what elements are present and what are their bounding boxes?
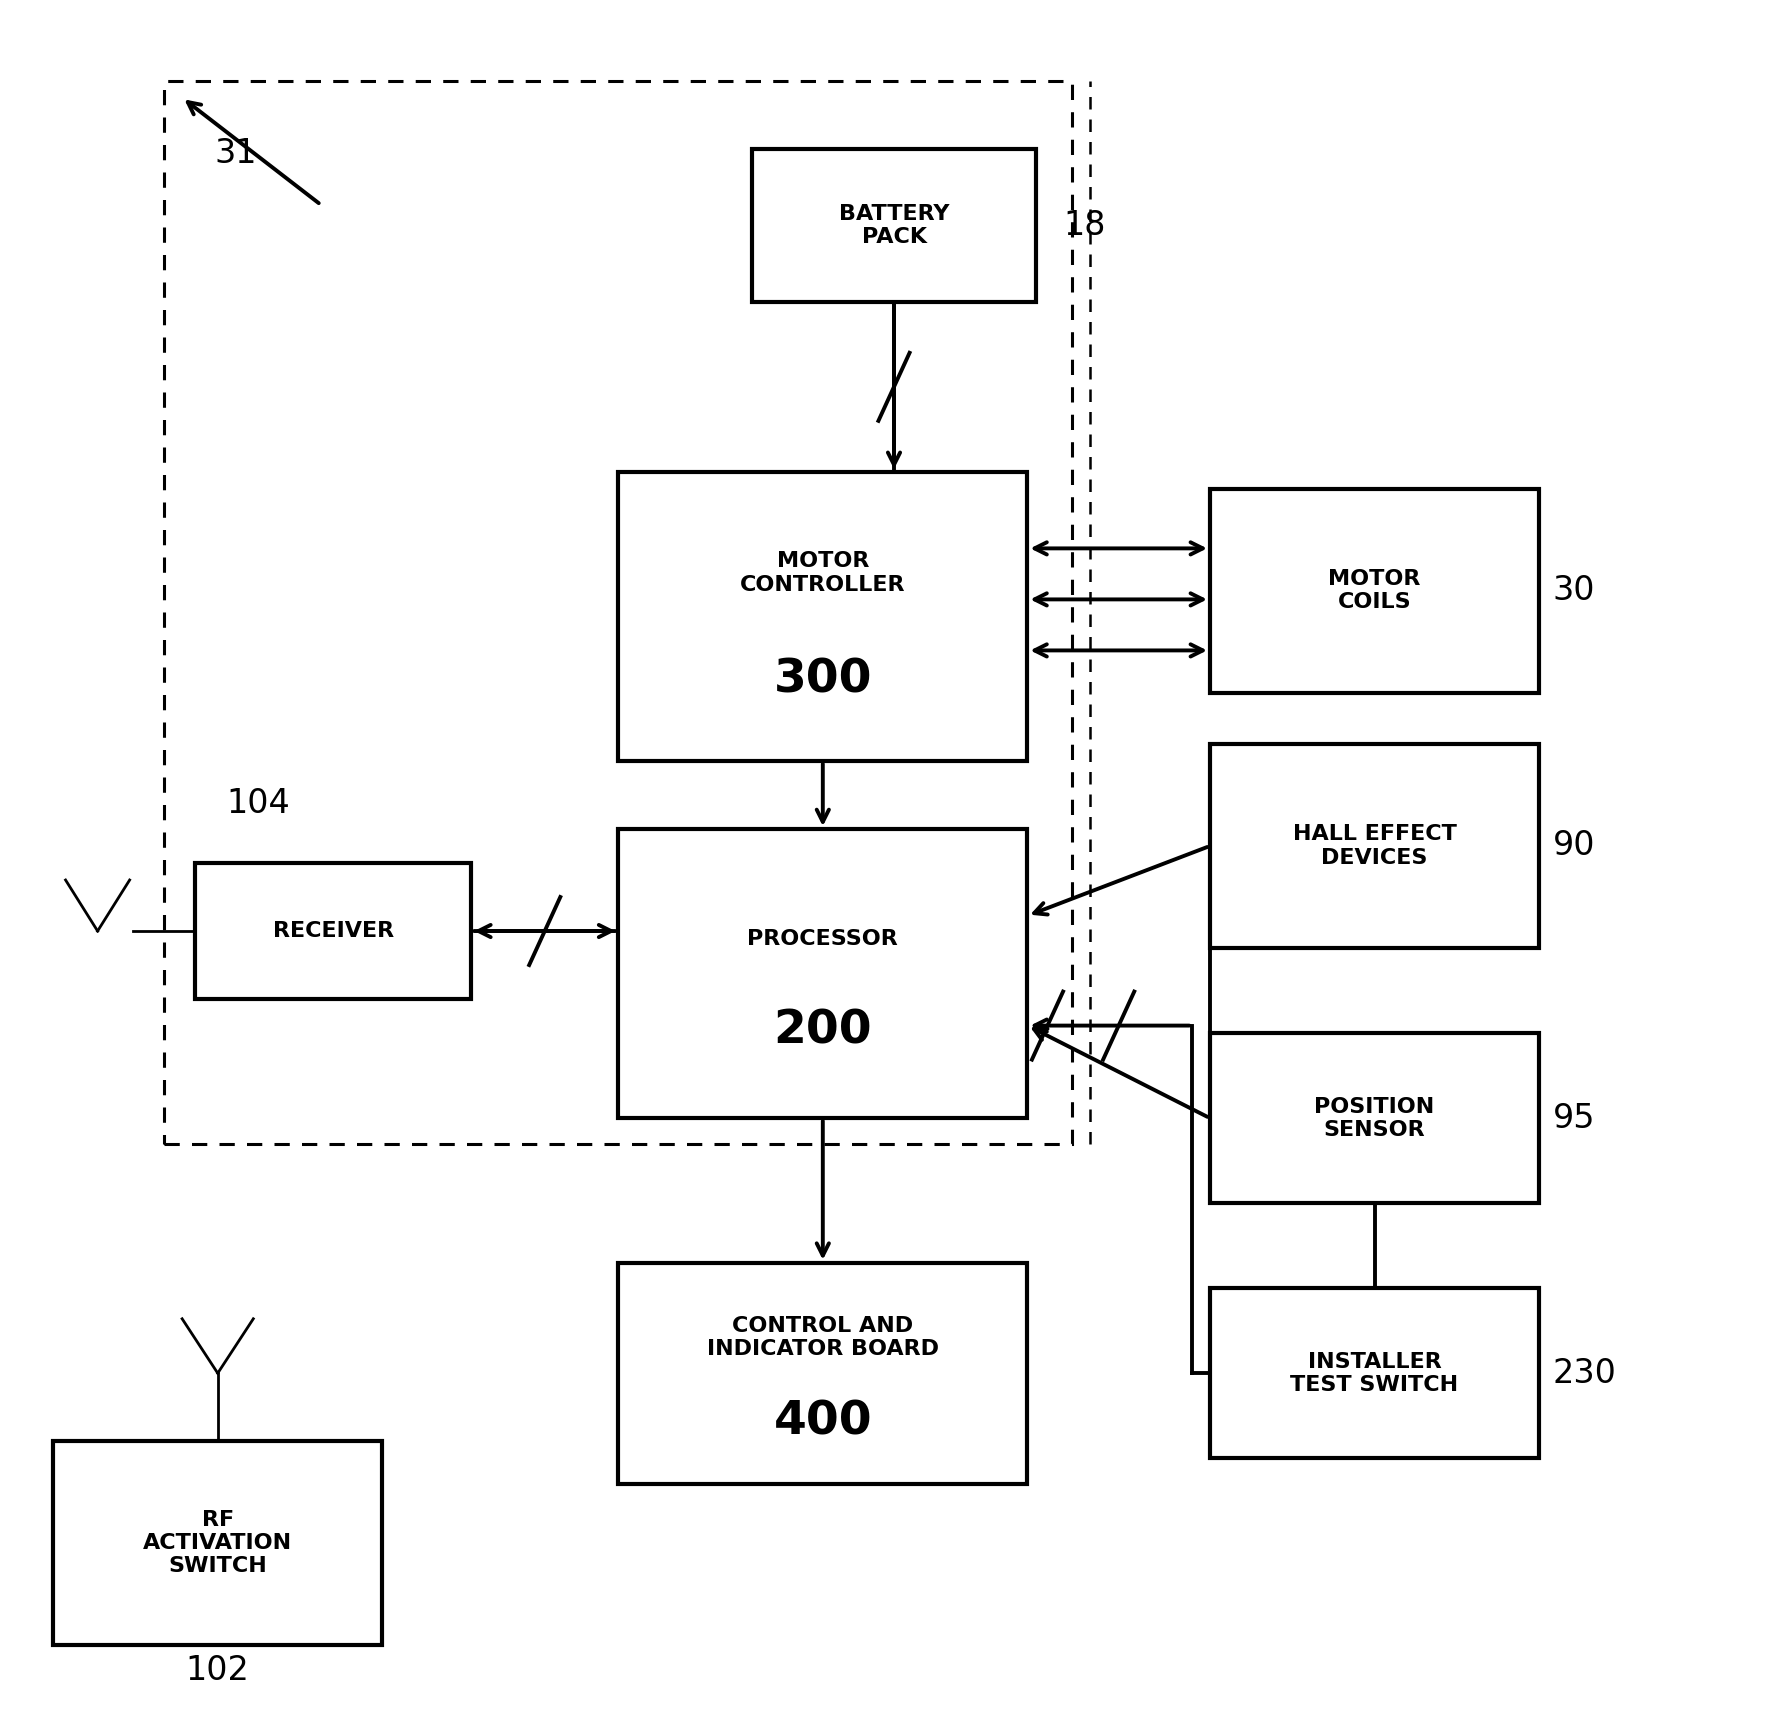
Text: BATTERY
PACK: BATTERY PACK	[839, 203, 949, 246]
Text: PROCESSOR: PROCESSOR	[747, 930, 898, 948]
Text: CONTROL AND
INDICATOR BOARD: CONTROL AND INDICATOR BOARD	[706, 1316, 939, 1359]
Text: 200: 200	[774, 1008, 873, 1054]
Text: 300: 300	[774, 658, 873, 702]
Bar	[751, 149, 1037, 302]
Bar	[1210, 743, 1539, 948]
Text: 230: 230	[1552, 1357, 1616, 1389]
Bar	[619, 472, 1028, 761]
Bar	[619, 1263, 1028, 1483]
Text: 31: 31	[215, 137, 257, 171]
Text: HALL EFFECT
DEVICES: HALL EFFECT DEVICES	[1293, 824, 1457, 868]
Text: 90: 90	[1552, 829, 1595, 863]
Text: 95: 95	[1552, 1102, 1595, 1135]
Text: MOTOR
CONTROLLER: MOTOR CONTROLLER	[740, 552, 905, 595]
Text: RECEIVER: RECEIVER	[274, 921, 393, 942]
Bar	[54, 1441, 383, 1646]
Bar	[195, 863, 472, 1000]
Bar	[164, 80, 1073, 1143]
Bar	[1210, 1289, 1539, 1458]
Text: POSITION
SENSOR: POSITION SENSOR	[1314, 1097, 1434, 1140]
Text: 30: 30	[1552, 574, 1595, 607]
Bar	[619, 829, 1028, 1118]
Text: RF
ACTIVATION
SWITCH: RF ACTIVATION SWITCH	[143, 1511, 291, 1576]
Text: 400: 400	[774, 1400, 873, 1444]
Text: 102: 102	[186, 1654, 250, 1687]
Text: INSTALLER
TEST SWITCH: INSTALLER TEST SWITCH	[1291, 1352, 1459, 1395]
Text: 18: 18	[1064, 208, 1105, 241]
Bar	[1210, 1032, 1539, 1203]
Text: MOTOR
COILS: MOTOR COILS	[1328, 569, 1421, 612]
Text: 104: 104	[227, 786, 290, 820]
Bar	[1210, 489, 1539, 692]
